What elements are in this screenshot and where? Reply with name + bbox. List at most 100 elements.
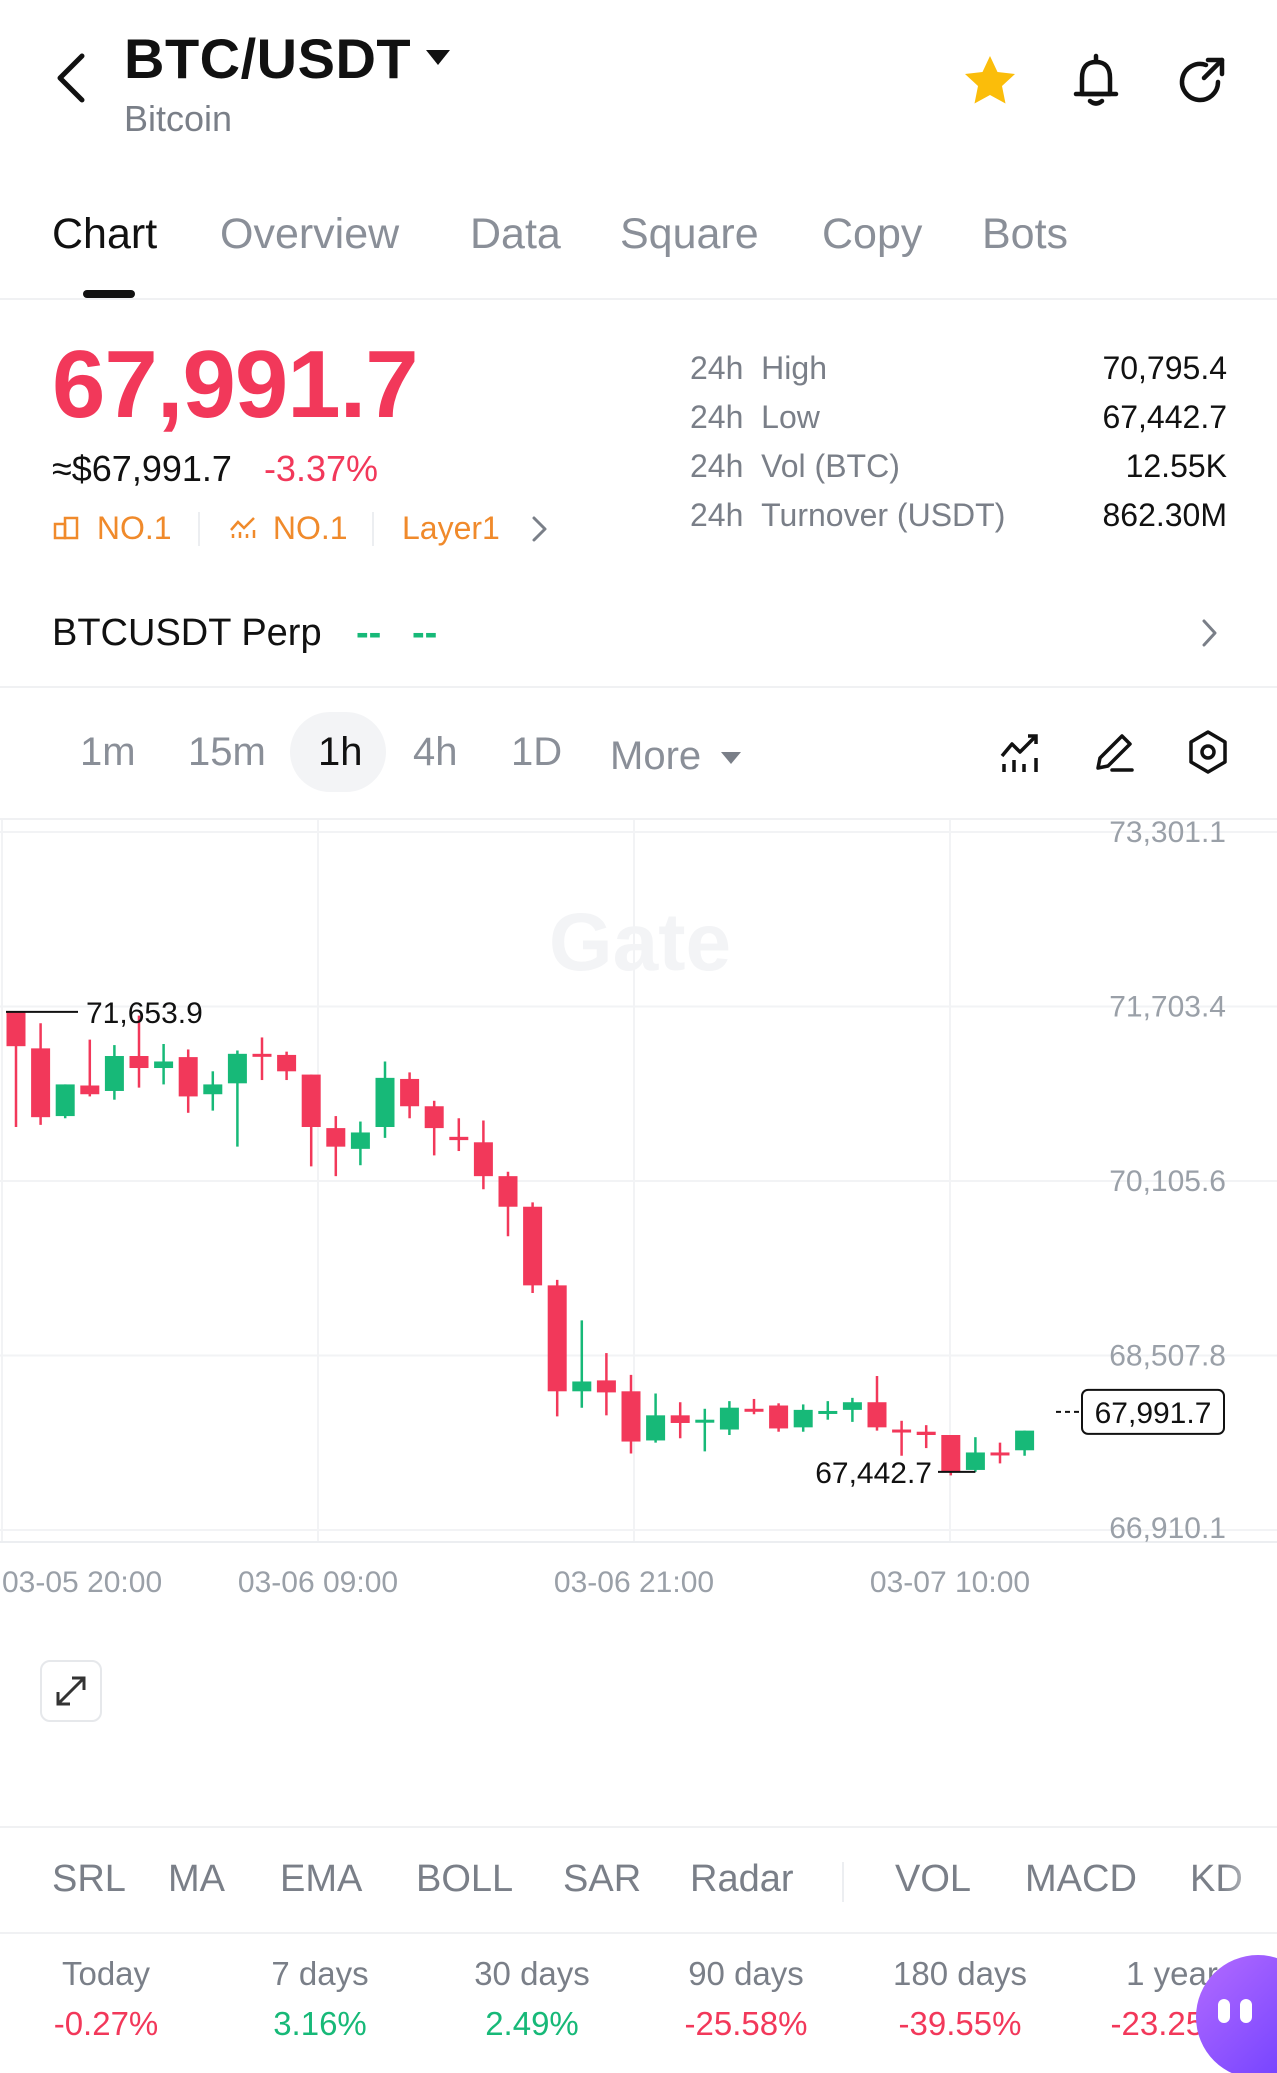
period-today-value: -0.27% [53,2005,159,2042]
caret-down-icon[interactable] [424,48,452,68]
perp-label[interactable]: BTCUSDT Perp [52,612,322,654]
y-tick-label: 71,703.4 [1109,990,1226,1023]
caret-down-icon [720,730,742,775]
assistant-button[interactable] [1196,1955,1277,2073]
expand-icon[interactable] [40,1660,102,1722]
interval-15m[interactable]: 15m [188,730,266,774]
indicator-radar[interactable]: Radar [690,1858,794,1900]
stat-vol-value: 12.55K [1125,448,1227,484]
candle [154,1043,174,1085]
divider [0,1826,1277,1828]
usd-price: ≈$67,991.7 [52,448,232,489]
candle [203,1071,223,1111]
divider [0,298,1277,300]
tab-overview[interactable]: Overview [220,210,400,258]
chevron-right-icon[interactable] [530,514,550,549]
indicator-vol[interactable]: VOL [895,1858,972,1900]
candle [719,1401,739,1435]
chevron-right-icon[interactable] [1200,617,1220,654]
interval-1d[interactable]: 1D [511,730,563,774]
candle [277,1051,297,1081]
interval-active-pill [290,712,386,792]
y-tick-label: 66,910.1 [1109,1512,1226,1545]
stat-turnover-label: 24h Turnover (USDT) [690,497,1006,533]
indicator-macd[interactable]: MACD [1025,1858,1137,1900]
candle [6,1011,26,1128]
tab-chart[interactable]: Chart [52,210,158,258]
stat-low-label: 24h Low [690,399,820,435]
candle [424,1100,444,1156]
candle [252,1037,272,1081]
pair-subtitle: Bitcoin [124,98,233,139]
period-90d-label: 90 days [688,1955,804,1992]
candle [449,1118,469,1152]
candle [31,1023,51,1125]
period-30d-label: 30 days [474,1955,590,1992]
candle [670,1402,690,1439]
divider [0,1932,1277,1934]
candle [916,1425,936,1449]
period-today-label: Today [61,1955,151,1992]
last-price-box [1081,1388,1225,1435]
candle [793,1404,813,1432]
perp-value-1: -- [356,612,382,654]
candle [498,1171,518,1237]
period-180d-label: 180 days [893,1955,1027,1992]
candle [842,1397,862,1422]
indicator-ma[interactable]: MA [168,1858,225,1900]
candle [350,1121,370,1166]
candle [129,1015,149,1088]
back-icon[interactable] [48,48,96,108]
candle [769,1403,789,1432]
candle [473,1120,493,1190]
period-1y-label: 1 year [1126,1955,1218,1992]
tab-copy[interactable]: Copy [822,210,923,258]
candle [55,1084,75,1119]
layer1-tag[interactable]: Layer1 [402,510,500,547]
tab-data[interactable]: Data [470,210,561,258]
stat-vol-label: 24h Vol (BTC) [690,448,900,484]
stat-low-value: 67,442.7 [1102,399,1227,435]
candle [965,1437,985,1472]
candle [178,1049,198,1113]
tab-square[interactable]: Square [620,210,759,258]
last-price-label: 67,991.7 [1095,1397,1212,1430]
indicator-ema[interactable]: EMA [280,1858,363,1900]
candle [547,1279,567,1417]
tab-bots[interactable]: Bots [982,210,1069,258]
candle [326,1116,346,1177]
candle [695,1408,715,1452]
indicator-separator [842,1862,844,1902]
interval-more[interactable]: More [610,730,742,779]
y-tick-label: 70,105.6 [1109,1165,1226,1198]
x-tick-label: 03-07 10:00 [870,1566,1030,1599]
share-icon[interactable] [1168,48,1236,116]
last-price: 67,991.7 [52,331,419,438]
indicator-boll[interactable]: BOLL [416,1858,514,1900]
watermark: Gate [549,897,731,988]
y-tick-label: 73,301.1 [1109,820,1226,849]
stat-high-value: 70,795.4 [1102,350,1227,386]
period-7d-label: 7 days [271,1955,369,1992]
trend-tag[interactable]: NO.1 [228,510,348,550]
rank-tag[interactable]: NO.1 [52,510,172,550]
interval-4h[interactable]: 4h [413,730,458,774]
candle [941,1434,961,1476]
indicator-srl[interactable]: SRL [52,1858,126,1900]
bell-icon[interactable] [1062,48,1130,116]
perp-value-2: -- [412,612,438,654]
interval-1m[interactable]: 1m [80,730,136,774]
candle [301,1074,321,1167]
usd-price-row: ≈$67,991.7 -3.37% [52,448,378,490]
candlestick-chart[interactable]: Gate 71,653.9 67,442.7 67,991.7 73,301.1 71… [0,820,1277,1790]
candle [621,1374,641,1454]
draw-icon[interactable] [1090,728,1138,781]
candle [646,1393,666,1443]
indicator-icon[interactable] [998,730,1044,781]
pair-title[interactable]: BTC/USDT [124,27,412,90]
settings-icon[interactable] [1184,728,1232,781]
interval-1h[interactable]: 1h [318,730,363,774]
star-icon[interactable] [956,48,1024,116]
stat-high-label: 24h High [690,350,827,386]
indicator-sar[interactable]: SAR [563,1858,642,1900]
